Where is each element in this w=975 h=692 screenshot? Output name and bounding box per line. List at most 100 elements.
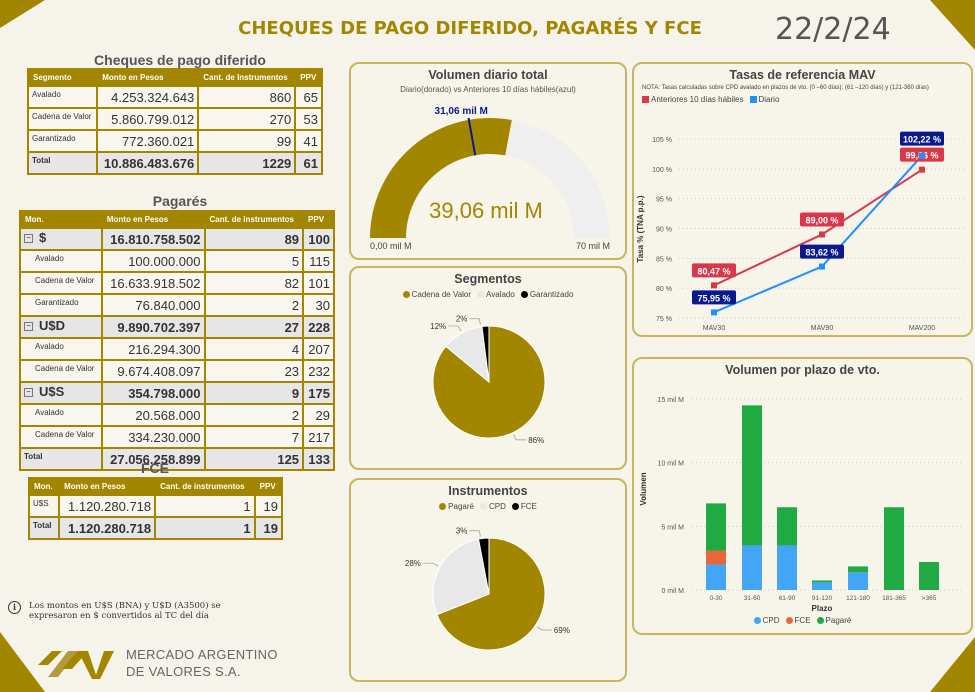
legend-item[interactable]: Pagaré [816, 616, 851, 625]
collapse-icon[interactable]: − [24, 322, 33, 331]
cpd-title: Cheques de pago diferido [94, 52, 266, 68]
row-label: Avalado [21, 251, 101, 271]
gauge-panel: Volumen diario total Diario(dorado) vs A… [349, 62, 627, 260]
gauge-value-label: 39,06 mil M [429, 198, 543, 223]
legend-marker-icon [477, 291, 485, 298]
column-header[interactable]: PPV [255, 479, 281, 494]
logo-line1: MERCADO ARGENTINO [126, 647, 278, 662]
legend-item[interactable]: FCE [511, 502, 537, 511]
legend-marker-icon [479, 503, 487, 510]
pie-data-label: 2% [456, 315, 468, 324]
legend-item[interactable]: Cadena de Valor [402, 290, 471, 299]
column-header[interactable]: Mon. [30, 479, 59, 494]
cell-value: 19 [255, 518, 281, 538]
legend-item[interactable]: Garantizado [520, 290, 573, 299]
column-header[interactable]: Cant. de instrumentos [205, 212, 303, 227]
row-label: Avalado [21, 405, 101, 425]
data-label: 102,22 % [903, 135, 941, 145]
legend-label: FCE [794, 616, 811, 625]
data-point [711, 282, 717, 289]
pie-leader-line [448, 325, 462, 332]
column-header[interactable]: Cant. de instrumentos [156, 479, 254, 494]
x-tick-label: MAV90 [811, 325, 834, 332]
cell-value: 27 [205, 317, 303, 337]
legend-item[interactable]: FCE [785, 616, 811, 625]
table-row: Cadena de Valor 16.633.918.502 82 101 [21, 273, 333, 293]
corner-decoration [0, 0, 45, 28]
column-header[interactable]: PPV [296, 70, 321, 85]
cell-value: 772.360.021 [98, 131, 198, 151]
pie-data-label: 3% [456, 527, 468, 536]
column-header[interactable]: Monto en Pesos [98, 70, 198, 85]
legend-item[interactable]: CPD [479, 502, 506, 511]
table-row: Cadena de Valor 334.230.000 7 217 [21, 427, 333, 447]
collapse-icon[interactable]: − [24, 388, 33, 397]
column-header[interactable]: Mon. [21, 212, 101, 227]
table-header: Segmento Monto en Pesos Cant. de Instrumen… [29, 70, 321, 85]
table-row: Total 27.056.258.899 125 133 [21, 449, 333, 469]
column-header[interactable]: Monto en Pesos [102, 212, 204, 227]
column-header[interactable]: Cant. de Instrumentos [199, 70, 295, 85]
legend-label: CPD [488, 502, 506, 511]
x-tick-label: 31-60 [744, 595, 761, 602]
bar-segment [919, 561, 939, 590]
legend-item[interactable]: Diario [749, 95, 779, 104]
legend-item[interactable]: Pagaré [439, 502, 474, 511]
row-label: Garantizado [29, 131, 97, 151]
legend-item[interactable]: CPD [753, 616, 780, 625]
data-label-box [692, 290, 736, 305]
cell-value: 16.633.918.502 [102, 273, 204, 293]
cell-value: 82 [205, 273, 303, 293]
tasas-title: Tasas de referencia MAV [729, 68, 876, 82]
legend-marker-icon [642, 96, 649, 103]
cell-value: 10.886.483.676 [98, 153, 198, 173]
pie-slice [481, 325, 490, 383]
bar-segment [884, 507, 904, 590]
table-row: Avalado 4.253.324.643 860 65 [29, 87, 321, 107]
data-label: 75,95 % [697, 293, 730, 303]
pagares-title: Pagarés [152, 193, 208, 209]
cell-value: 228 [304, 317, 333, 337]
cell-value: 16.810.758.502 [102, 229, 204, 249]
data-label: 89,00 % [805, 215, 838, 225]
pie-leader-line [469, 318, 481, 325]
legend-item[interactable]: Anteriores 10 días hábiles [642, 95, 744, 104]
gauge-target-label: 31,06 mil M [435, 106, 488, 117]
cell-value: 860 [199, 87, 295, 107]
cell-value: 207 [304, 339, 333, 359]
bar-segment [812, 582, 832, 590]
data-label-box [692, 263, 736, 278]
instrumentos-panel: Instrumentos Pagaré CPD FCE 69% 28% 3% [349, 478, 627, 682]
row-label: Total [21, 449, 101, 469]
bar-segment [706, 503, 726, 551]
x-tick-label: 0-30 [709, 595, 722, 602]
legend-marker-icon [520, 291, 528, 298]
volumen-legend: CPD FCE Pagaré [634, 616, 971, 625]
legend-item[interactable]: Avalado [477, 290, 515, 299]
column-header[interactable]: Segmento [29, 70, 97, 85]
gauge-chart: 31,06 mil M 39,06 mil M 0,00 mil M 70 mil M [370, 106, 610, 251]
cell-value: 354.798.000 [102, 383, 204, 403]
instrumentos-pie: 69% 28% 3% [405, 527, 570, 651]
cell-value: 27.056.258.899 [102, 449, 204, 469]
data-label: 80,47 % [697, 266, 730, 276]
x-tick-label: MAV30 [703, 325, 726, 332]
data-label: 83,62 % [805, 248, 838, 258]
cell-value: 65 [296, 87, 321, 107]
cell-value: 1 [156, 496, 254, 516]
volumen-panel: Volumen por plazo de vto. 0 mil M 5 mil M… [632, 357, 973, 635]
cell-value: 334.230.000 [102, 427, 204, 447]
cell-value: 4.253.324.643 [98, 87, 198, 107]
column-header[interactable]: Monto en Pesos [60, 479, 155, 494]
column-header[interactable]: PPV [304, 212, 333, 227]
x-tick-label: 61-90 [779, 595, 796, 602]
cell-value: 232 [304, 361, 333, 381]
collapse-icon[interactable]: − [24, 234, 33, 243]
group-label: U$D [39, 318, 66, 333]
legend-label: FCE [520, 502, 537, 511]
legend-marker-icon [402, 291, 410, 298]
fce-title: FCE [141, 460, 169, 476]
legend-marker-icon [753, 617, 761, 624]
table-row: Total 1.120.280.718 1 19 [30, 518, 281, 538]
cell-value: 89 [205, 229, 303, 249]
